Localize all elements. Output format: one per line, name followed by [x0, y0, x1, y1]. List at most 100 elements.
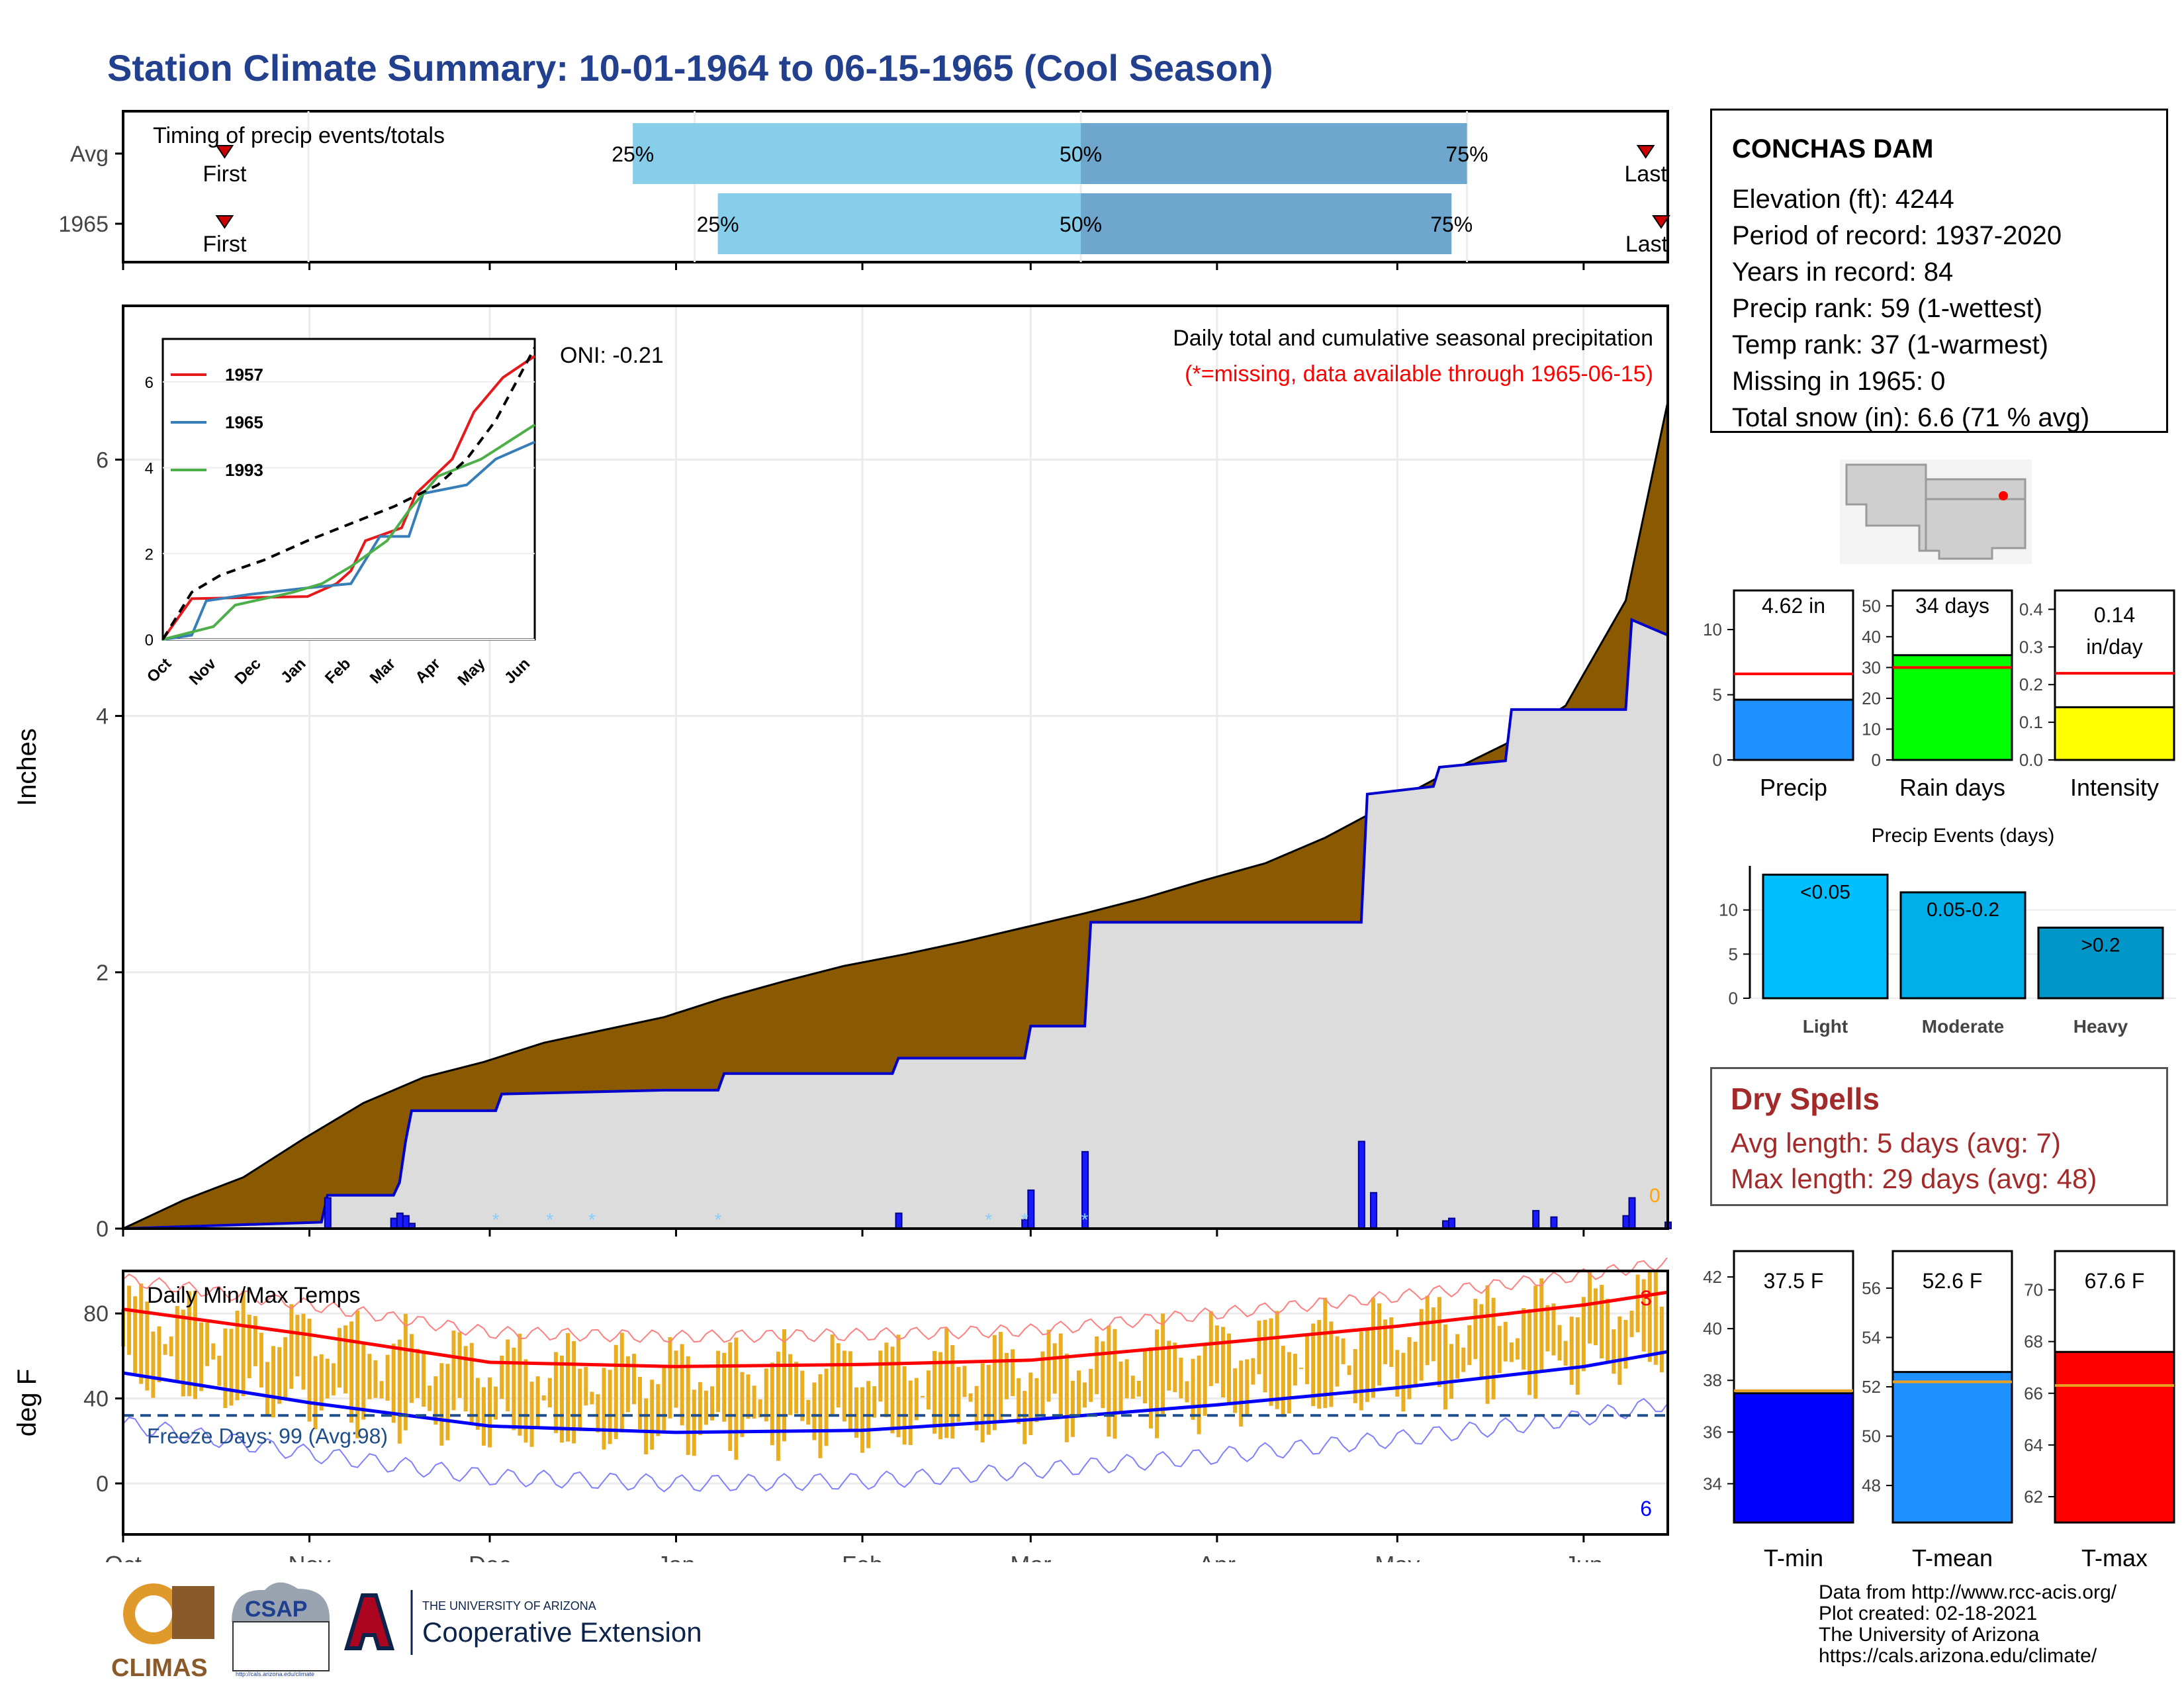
daily-temp-range-bar — [716, 1350, 721, 1413]
daily-temp-range-bar — [1353, 1348, 1357, 1403]
mini-panel-tick-label: 54 — [1862, 1327, 1881, 1347]
daily-temp-range-bar — [1419, 1309, 1424, 1381]
daily-temp-range-bar — [782, 1329, 786, 1442]
page-title: Station Climate Summary: 10-01-1964 to 0… — [107, 47, 1273, 89]
event-category-label: Light — [1803, 1016, 1848, 1037]
daily-temp-range-bar — [1197, 1355, 1201, 1434]
daily-temp-range-bar — [1545, 1305, 1550, 1352]
daily-temp-range-bar — [1647, 1272, 1652, 1362]
inset-frame — [161, 338, 536, 641]
corner-zero: 0 — [1649, 1185, 1661, 1207]
csap-url: http://cals.arizona.edu/climate — [236, 1671, 314, 1677]
mini-panel-tick-label: 10 — [1703, 620, 1722, 639]
event-category-label: Heavy — [2073, 1016, 2128, 1037]
daily-temp-range-bar — [584, 1366, 588, 1406]
daily-temp-range-bar — [836, 1343, 841, 1408]
mini-panel-value: 37.5 F — [1764, 1269, 1824, 1293]
csap-logo-text: CSAP — [245, 1597, 307, 1622]
daily-temp-range-bar — [914, 1378, 919, 1421]
station-missing: Missing in 1965: 0 — [1732, 367, 1946, 396]
daily-temp-range-bar — [1425, 1295, 1430, 1366]
inset-series-line — [162, 424, 536, 641]
daily-temp-range-bar — [1064, 1353, 1069, 1442]
daily-temp-range-bar — [523, 1359, 528, 1443]
mini-panel-bar — [1733, 1392, 1854, 1524]
daily-temp-range-bar — [614, 1344, 618, 1439]
timing-pct-75: 75% — [1430, 212, 1473, 236]
event-bar — [2037, 926, 2164, 1000]
daily-temp-range-bar — [1365, 1330, 1369, 1402]
daily-temp-range-bar — [1227, 1333, 1232, 1404]
station-info-box: CONCHAS DAM Elevation (ft): 4244 Period … — [1710, 109, 2168, 433]
mini-panel-tick-label: 40 — [1862, 627, 1881, 647]
temp-y-label: 80 — [83, 1301, 109, 1327]
daily-temp-range-bar — [980, 1363, 985, 1442]
daily-temp-range-bar — [1539, 1278, 1544, 1372]
mini-panel-tick-label: 52 — [1862, 1377, 1881, 1397]
daily-temp-range-bar — [1191, 1358, 1195, 1420]
daily-temp-range-bar — [1011, 1349, 1015, 1397]
daily-temp-range-bar — [1449, 1344, 1454, 1399]
timing-pct-50: 50% — [1060, 142, 1102, 166]
daily-temp-range-bar — [962, 1366, 967, 1397]
first-label: First — [203, 232, 247, 257]
daily-temp-range-bar — [686, 1356, 690, 1455]
timing-bar-late — [1081, 193, 1452, 254]
daily-temp-range-bar — [1437, 1297, 1441, 1387]
mini-panel-bar — [2054, 1350, 2175, 1524]
missing-marker: * — [985, 1209, 992, 1230]
daily-temp-range-bar — [1485, 1285, 1490, 1404]
daily-temp-range-bar — [229, 1329, 234, 1406]
daily-temp-range-bar — [1600, 1284, 1604, 1359]
inset-y-label: 0 — [145, 632, 154, 649]
daily-temp-range-bar — [403, 1313, 408, 1430]
daily-temp-range-bar — [608, 1370, 612, 1444]
missing-marker: * — [715, 1209, 722, 1230]
inset-avg-line — [161, 347, 536, 641]
daily-temp-range-bar — [992, 1335, 997, 1430]
daily-temp-range-bar — [361, 1344, 366, 1420]
daily-temp-range-bar — [1503, 1321, 1508, 1362]
credit-line: Data from http://www.rcc-acis.org/ — [1819, 1581, 2117, 1603]
csap-logo: CSAP http://cals.arizona.edu/climate — [232, 1582, 330, 1677]
inset-legend-label: 1993 — [225, 460, 263, 480]
daily-temp-range-bar — [313, 1356, 318, 1430]
daily-temp-range-bar — [385, 1354, 390, 1401]
state-outlines — [1845, 463, 2026, 560]
credit-line: https://cals.arizona.edu/climate/ — [1819, 1645, 2097, 1667]
daily-temp-range-bar — [764, 1368, 768, 1422]
first-marker — [215, 145, 234, 159]
daily-temp-range-bar — [265, 1362, 269, 1417]
daily-temp-range-bar — [1359, 1331, 1363, 1411]
daily-temp-range-bar — [1257, 1321, 1261, 1374]
dry-spells-box: Dry Spells Avg length: 5 days (avg: 7) M… — [1710, 1067, 2168, 1206]
ua-line2: Cooperative Extension — [422, 1617, 702, 1648]
daily-temp-range-bar — [656, 1383, 660, 1436]
daily-temp-range-bar — [1052, 1343, 1057, 1394]
mini-panel-label: T-min — [1764, 1544, 1823, 1571]
mini-panel-value: 67.6 F — [2085, 1269, 2145, 1293]
temp-x-label: Mar — [1010, 1551, 1051, 1562]
mini-panel-tick-label: 50 — [1862, 1427, 1881, 1446]
daily-precip-bar — [1550, 1216, 1558, 1229]
temp-y-label: 40 — [83, 1387, 109, 1412]
daily-precip-bar — [1532, 1209, 1540, 1229]
daily-temp-range-bar — [241, 1290, 246, 1397]
daily-temp-range-bar — [217, 1355, 222, 1386]
daily-temp-range-bar — [1383, 1319, 1388, 1364]
mini-panel-label: Rain days — [1899, 774, 2005, 801]
timing-bar-early — [717, 193, 1081, 254]
daily-temp-range-bar — [920, 1395, 925, 1398]
precip-y-label: 6 — [96, 447, 109, 473]
temp-title: Daily Min/Max Temps — [147, 1283, 360, 1308]
daily-temp-range-bar — [301, 1313, 306, 1390]
daily-temp-range-bar — [1431, 1307, 1435, 1362]
daily-temp-range-bar — [1594, 1288, 1598, 1346]
daily-temp-range-bar — [205, 1322, 210, 1366]
avg-max-temp-line — [122, 1290, 1668, 1368]
daily-temp-range-bar — [578, 1368, 582, 1431]
daily-temp-range-bar — [722, 1352, 727, 1422]
mini-panel-tick-label: 70 — [2024, 1280, 2043, 1300]
mini-panel-tick-label: 0 — [1713, 750, 1722, 770]
daily-temp-range-bar — [1167, 1340, 1171, 1391]
